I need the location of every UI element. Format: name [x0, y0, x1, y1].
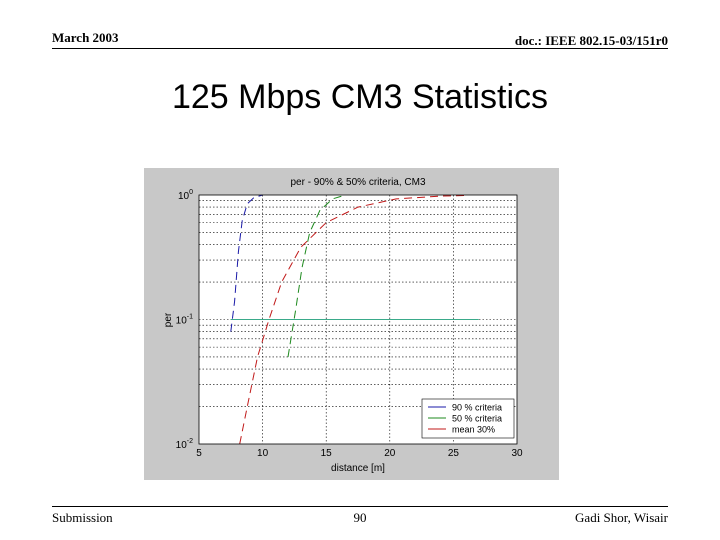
y-tick-label: 10-1	[176, 314, 193, 327]
x-tick-label: 15	[321, 448, 333, 459]
legend-label: 50 % criteria	[452, 414, 502, 424]
header-doc-id: doc.: IEEE 802.15-03/151r0	[514, 33, 668, 48]
x-tick-label: 25	[448, 448, 460, 459]
series-group	[230, 194, 479, 445]
y-tick-exponent: 0	[189, 189, 193, 196]
page-number: 90	[353, 510, 367, 525]
x-axis-label: distance [m]	[331, 463, 385, 474]
chart-svg: 5 10 15 20 25 30 100 10-1 10-2 per - 90% & 50% c…	[163, 177, 523, 474]
y-axis-label: per	[163, 312, 174, 327]
header-rule	[52, 48, 668, 49]
legend-label: 90 % criteria	[452, 403, 502, 413]
footer-author: Gadi Shor, Wisair	[575, 510, 668, 525]
x-tick-label: 5	[196, 448, 202, 459]
footer-rule	[52, 506, 668, 507]
legend-label: mean 30%	[452, 425, 495, 435]
header-date: March 2003	[52, 30, 119, 45]
y-tick-exponent: -1	[187, 314, 193, 321]
x-tick-label: 20	[384, 448, 396, 459]
y-tick-exponent: -2	[187, 438, 193, 445]
chart-figure: 5 10 15 20 25 30 100 10-1 10-2 per - 90% & 50% c…	[144, 168, 559, 480]
series-line-0	[230, 194, 263, 332]
x-tick-label: 30	[511, 448, 523, 459]
y-tick-label: 10-2	[176, 438, 193, 451]
chart-title: per - 90% & 50% criteria, CM3	[290, 177, 425, 188]
footer-submission: Submission	[52, 510, 113, 525]
series-line-2	[239, 195, 467, 445]
y-tick-label: 100	[178, 189, 193, 202]
slide-title: 125 Mbps CM3 Statistics	[171, 78, 549, 116]
plot-frame	[198, 194, 518, 445]
x-tick-label: 10	[257, 448, 269, 459]
grid	[199, 195, 517, 444]
